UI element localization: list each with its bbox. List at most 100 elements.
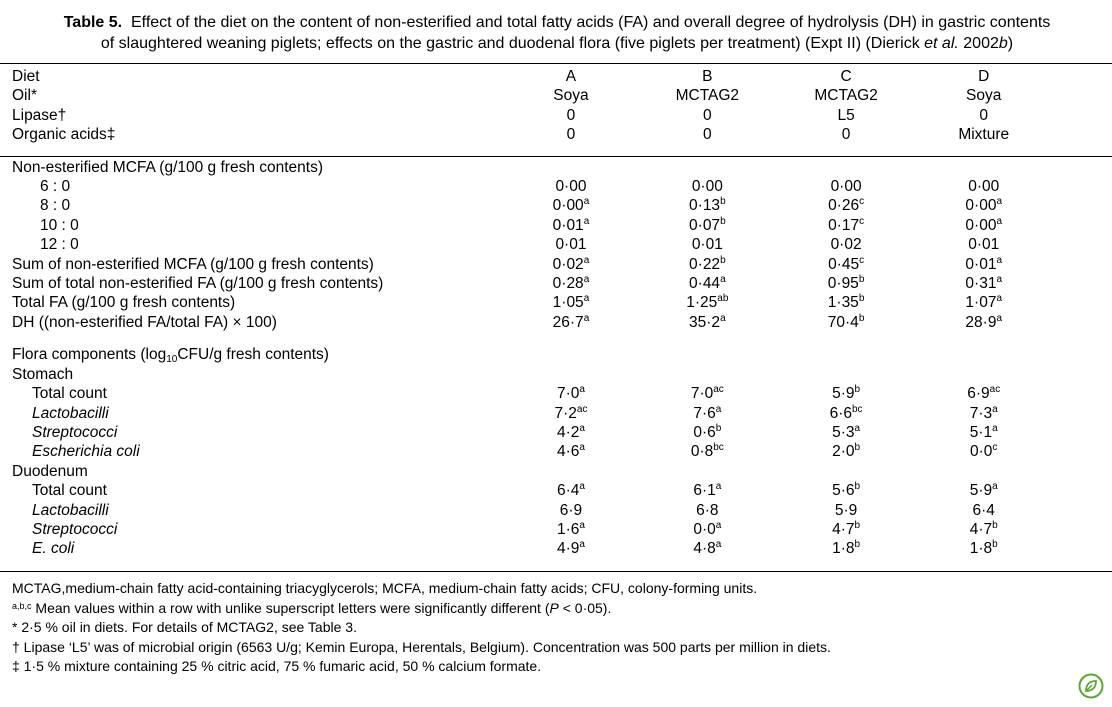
row-label: Lactobacilli: [32, 404, 109, 422]
value-cell: 7·2ac: [504, 404, 638, 423]
cell-value: 0·01: [968, 236, 1000, 254]
column-header: 0: [703, 106, 712, 124]
value-cell: 0·31a: [915, 274, 1052, 293]
caption-close: ): [1007, 35, 1014, 52]
bottom-rule: [0, 571, 1112, 572]
row-label: 8 : 0: [40, 197, 71, 215]
footnote-sig-end: < 0·05).: [558, 599, 612, 616]
caption-year-suffix: b: [998, 35, 1008, 52]
cell-value: 6·6: [829, 404, 852, 422]
spacer-row: [12, 145, 1052, 158]
value-cell: 0·01: [504, 235, 638, 254]
row-label: Streptococci: [32, 423, 118, 441]
significance-superscript: ac: [989, 384, 1001, 396]
caption-line-2: of slaughtered weaning piglets; effects …: [14, 33, 1100, 54]
value-cell: 4·8a: [638, 539, 777, 558]
significance-superscript: b: [854, 384, 861, 396]
row-label: Total count: [32, 482, 107, 500]
value-cell: 0·13b: [638, 196, 777, 215]
table-row: Escherichia coli 4·6a 0·8bc 2·0b 0·0c: [12, 442, 1052, 461]
cell-value: 0·0: [970, 443, 993, 461]
group-title: Duodenum: [12, 462, 88, 480]
group-title-row: Duodenum: [12, 462, 1052, 481]
significance-superscript: b: [854, 519, 861, 531]
value-cell: 6·4: [915, 501, 1052, 520]
value-cell: 70·4b: [777, 313, 916, 332]
cell-value: 0·02: [830, 236, 862, 254]
significance-superscript: a: [996, 215, 1003, 227]
significance-superscript: a: [583, 254, 590, 266]
table-row: Streptococci 1·6a 0·0a 4·7b 4·7b: [12, 520, 1052, 539]
cell-value: 5·1: [969, 423, 993, 441]
value-cell: 6·9ac: [915, 384, 1052, 403]
value-cell: 5·3a: [777, 423, 916, 442]
cell-value: 4·2: [556, 423, 580, 441]
significance-superscript: a: [992, 481, 998, 493]
table-caption: Table 5. Effect of the diet on the conte…: [14, 12, 1100, 54]
header-row: Diet A B C D: [12, 67, 1052, 86]
footnote-sig-p: P: [549, 599, 559, 616]
significance-superscript: c: [992, 442, 998, 454]
significance-superscript: b: [992, 519, 998, 531]
footnote-sig-text: Mean values within a row with unlike sup…: [31, 599, 550, 616]
significance-superscript: a: [579, 481, 585, 493]
value-cell: 6·6bc: [777, 404, 916, 423]
cell-value: 6·9: [967, 385, 990, 403]
column-header: 0: [566, 106, 576, 124]
cell-value: 1·07: [965, 294, 997, 312]
cell-value: 0·17: [828, 216, 860, 234]
value-cell: 0·01: [638, 235, 777, 254]
significance-superscript: a: [996, 196, 1003, 208]
significance-superscript: a: [992, 422, 998, 434]
cell-value: 0·95: [827, 275, 859, 293]
cell-value: 7·3: [969, 404, 993, 422]
cell-value: 7·0: [556, 385, 580, 403]
value-cell: 0·22b: [638, 255, 777, 274]
significance-superscript: a: [996, 312, 1003, 324]
value-cell: 1·05a: [504, 293, 638, 312]
cell-value: 6·9: [559, 501, 583, 519]
column-header: D: [978, 68, 990, 85]
cell-value: 1·8: [832, 540, 855, 558]
cell-value: 0·22: [689, 255, 721, 273]
value-cell: 0·0c: [915, 442, 1052, 461]
cell-value: 7·6: [693, 404, 716, 422]
significance-superscript: b: [854, 442, 861, 454]
cell-value: 1·25: [686, 294, 718, 312]
value-cell: 1·35b: [777, 293, 916, 312]
row-label: 12 : 0: [40, 236, 79, 254]
table-row: Total count 7·0a 7·0ac 5·9b 6·9ac: [12, 384, 1052, 403]
significance-superscript: b: [858, 312, 865, 324]
footnote-sig-marks: a,b,c: [12, 600, 32, 611]
column-header: A: [565, 68, 577, 85]
table-row: Total FA (g/100 g fresh contents) 1·05a 1·…: [12, 293, 1052, 312]
cell-value: 5·9: [834, 501, 858, 519]
cell-value: 28·9: [965, 313, 997, 331]
cell-value: 0·6: [693, 423, 716, 441]
table-row: Streptococci 4·2a 0·6b 5·3a 5·1a: [12, 423, 1052, 442]
row-label: Diet: [12, 68, 40, 85]
significance-superscript: a: [583, 196, 590, 208]
cell-value: 0·01: [552, 216, 584, 234]
value-cell: 4·9a: [504, 539, 638, 558]
significance-superscript: b: [715, 422, 722, 434]
header-row: Lipase† 0 0 L5 0: [12, 106, 1052, 125]
row-label: Sum of total non-esterified FA (g/100 g …: [12, 275, 384, 293]
value-cell: 0·00: [638, 177, 777, 196]
significance-superscript: a: [720, 312, 726, 324]
value-cell: 1·8b: [777, 539, 916, 558]
cell-value: 1·6: [556, 520, 580, 538]
value-cell: 0·95b: [777, 274, 916, 293]
row-label: Total FA (g/100 g fresh contents): [12, 294, 236, 312]
row-label: Sum of non-esterified MCFA (g/100 g fres…: [12, 255, 374, 273]
column-header: Soya: [966, 87, 1002, 105]
column-header: Mixture: [958, 126, 1010, 144]
value-cell: 4·7b: [915, 520, 1052, 539]
cell-value: 0·26: [828, 197, 860, 215]
caption-year: 2002: [958, 35, 999, 52]
significance-superscript: b: [858, 293, 865, 305]
value-cell: 0·00a: [915, 216, 1052, 235]
value-cell: 0·44a: [638, 274, 777, 293]
row-label: 10 : 0: [40, 216, 79, 234]
value-cell: 0·01: [915, 235, 1052, 254]
